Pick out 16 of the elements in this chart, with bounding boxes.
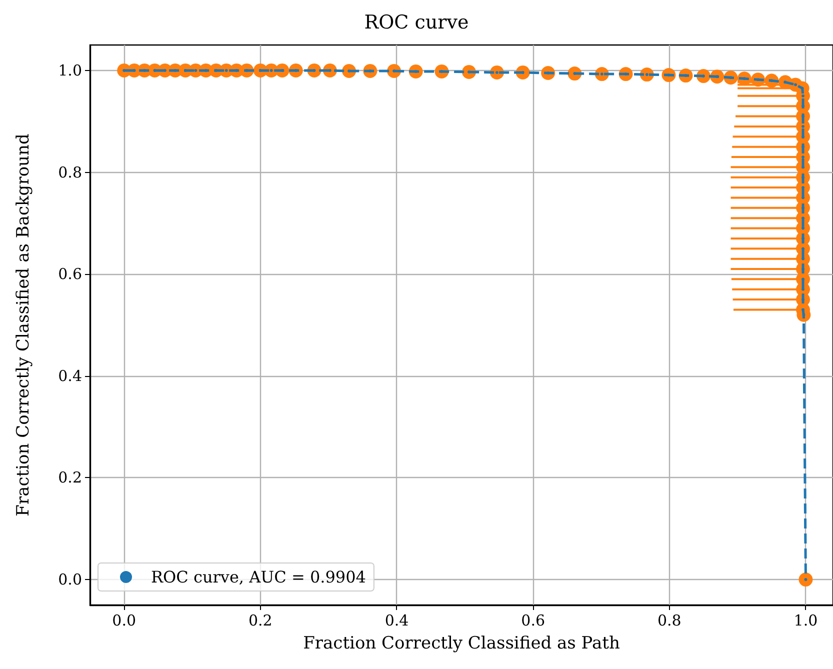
x-tick-label: 0.0 <box>112 612 136 630</box>
legend-label: ROC curve, AUC = 0.9904 <box>151 568 366 586</box>
y-tick-label: 0.4 <box>58 366 82 385</box>
x-axis-title: Fraction Correctly Classified as Path <box>303 634 620 654</box>
x-tick-label: 0.2 <box>248 612 272 630</box>
x-tick-label: 0.8 <box>657 612 682 630</box>
chart-title: ROC curve <box>364 12 469 34</box>
y-tick-label: 1.0 <box>58 61 82 80</box>
x-tick-label: 1.0 <box>794 612 818 630</box>
y-tick-label: 0.0 <box>58 570 82 589</box>
y-tick-label: 0.2 <box>58 468 82 487</box>
y-tick-label: 0.8 <box>58 163 82 182</box>
x-tick-label: 0.6 <box>521 612 546 630</box>
y-tick-label: 0.6 <box>58 265 82 284</box>
x-tick-label: 0.4 <box>384 612 409 630</box>
y-axis-title: Fraction Correctly Classified as Background <box>14 134 34 516</box>
